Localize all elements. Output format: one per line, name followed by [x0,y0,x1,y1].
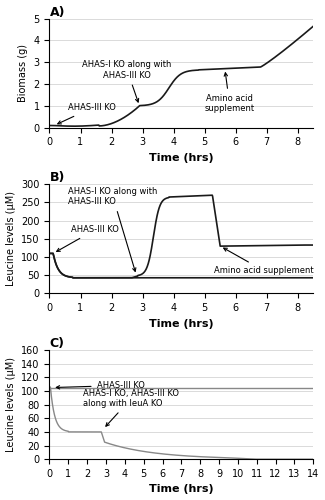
X-axis label: Time (hrs): Time (hrs) [149,318,214,328]
Text: AHAS-I KO along with
AHAS-III KO: AHAS-I KO along with AHAS-III KO [82,60,172,102]
Text: Amino acid
supplement: Amino acid supplement [204,72,254,114]
Text: A): A) [49,6,65,18]
Text: AHAS-I KO, AHAS-III KO
along with leuA KO: AHAS-I KO, AHAS-III KO along with leuA K… [84,388,179,426]
Text: B): B) [49,172,65,184]
X-axis label: Time (hrs): Time (hrs) [149,484,214,494]
Text: AHAS-III KO: AHAS-III KO [57,226,119,252]
Y-axis label: Leucine levels (μM): Leucine levels (μM) [6,192,16,286]
Text: Amino acid supplement: Amino acid supplement [214,248,314,275]
Y-axis label: Leucine levels (μM): Leucine levels (μM) [6,357,16,452]
Text: C): C) [49,337,64,350]
Text: AHAS-III KO: AHAS-III KO [56,381,144,390]
Text: AHAS-III KO: AHAS-III KO [58,104,116,124]
Text: AHAS-I KO along with
AHAS-III KO: AHAS-I KO along with AHAS-III KO [68,186,157,272]
Y-axis label: Biomass (g): Biomass (g) [18,44,28,102]
X-axis label: Time (hrs): Time (hrs) [149,153,214,163]
